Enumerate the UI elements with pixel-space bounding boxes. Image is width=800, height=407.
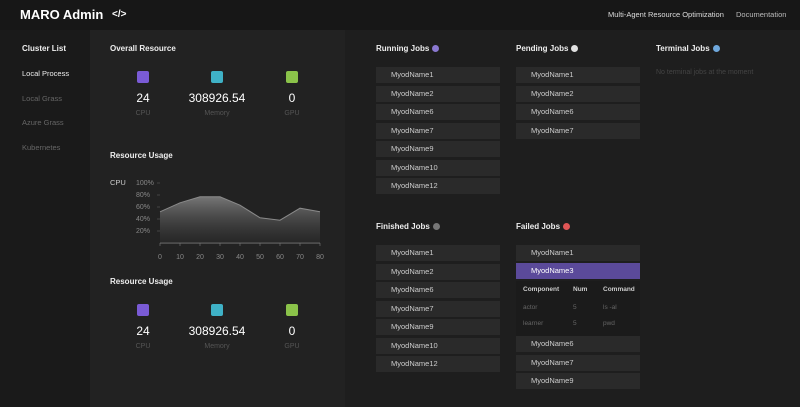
status-dot: [712, 45, 720, 52]
x-tick-label: 80: [316, 254, 324, 261]
header: [0, 0, 800, 30]
job-item[interactable]: MyodName6: [516, 336, 640, 352]
cluster-item[interactable]: Local Process: [22, 69, 70, 78]
resource-icon: [211, 71, 223, 83]
job-item[interactable]: MyodName9: [376, 319, 500, 335]
sidebar-title: Cluster List: [22, 44, 67, 53]
resource-value: 24: [136, 91, 150, 105]
x-tick-label: 10: [176, 254, 184, 261]
job-item[interactable]: MyodName7: [516, 354, 640, 371]
y-tick-label: 60%: [136, 204, 150, 211]
x-tick-label: 0: [158, 254, 162, 261]
x-tick-label: 30: [216, 254, 224, 261]
job-item[interactable]: MyodName10: [376, 337, 500, 354]
table-cell: 5: [573, 320, 577, 327]
resource-label: GPU: [284, 343, 300, 350]
resource-icon: [286, 304, 298, 316]
y-tick-label: 80%: [136, 192, 150, 199]
job-item[interactable]: MyodName7: [516, 122, 640, 139]
jobs-title: Running Jobs: [376, 44, 440, 53]
resource-icon: [286, 71, 298, 83]
detail-table: [516, 281, 640, 336]
x-tick-label: 40: [236, 254, 244, 261]
job-item[interactable]: MyodName6: [516, 104, 640, 120]
job-item[interactable]: MyodName9: [376, 141, 500, 157]
resource-label: Memory: [204, 343, 230, 350]
legend-label: CPU: [110, 178, 126, 187]
table-cell: learner: [523, 320, 544, 327]
job-item[interactable]: MyodName7: [376, 122, 500, 139]
job-item[interactable]: MyodName12: [376, 178, 500, 194]
resource-label: GPU: [284, 110, 300, 117]
cluster-item[interactable]: Kubernetes: [22, 142, 61, 152]
resource-value: 0: [288, 324, 296, 338]
job-item[interactable]: MyodName7: [376, 300, 500, 317]
job-item[interactable]: MyodName2: [376, 263, 500, 280]
resource-label: CPU: [135, 343, 151, 350]
job-item[interactable]: MyodName9: [516, 373, 640, 389]
status-dot: [571, 45, 579, 52]
usage-chart: 20% 40% 60% 80% 100% 0 10 20 30 40 50 60 70 80: [136, 180, 324, 261]
usage-area: [160, 196, 320, 243]
job-item[interactable]: MyodName1: [376, 245, 500, 261]
job-item[interactable]: MyodName2: [516, 85, 640, 102]
jobs-title: Pending Jobs: [516, 44, 579, 53]
table-cell: pwd: [603, 320, 615, 327]
cluster-item[interactable]: Local Grass: [22, 93, 63, 103]
jobs-title: Terminal Jobs: [656, 44, 720, 53]
job-item[interactable]: MyodName10: [376, 159, 500, 176]
resource-value: 308926.54: [188, 91, 246, 105]
resource-label: CPU: [135, 110, 151, 117]
job-item[interactable]: MyodName1: [516, 245, 640, 261]
jobs-title: Finished Jobs: [376, 222, 440, 231]
table-cell: 5: [573, 304, 577, 311]
table-header: Num: [573, 286, 588, 293]
job-item[interactable]: MyodName12: [376, 356, 500, 372]
resource-icon: [137, 304, 149, 316]
table-header: Command: [603, 286, 635, 293]
resource-label: Memory: [204, 110, 230, 117]
y-tick-label: 20%: [136, 228, 150, 235]
empty-text: No terminal jobs at the moment: [656, 69, 754, 76]
doc-link[interactable]: Documentation: [736, 10, 787, 19]
status-dot: [432, 223, 440, 230]
status-dot: [432, 45, 440, 52]
resource-value: 308926.54: [188, 324, 246, 338]
job-item[interactable]: MyodName6: [376, 104, 500, 120]
sidebar: [0, 30, 90, 407]
app-title: MARO Admin: [20, 7, 104, 22]
cluster-item[interactable]: Azure Grass: [22, 118, 64, 127]
chart-title: Resource Usage: [110, 151, 173, 160]
job-item[interactable]: MyodName3: [516, 263, 640, 279]
table-header: Component: [523, 286, 560, 293]
resource-value: 0: [288, 91, 296, 105]
resource-icon: [137, 71, 149, 83]
subtitle: Multi-Agent Resource Optimization: [608, 10, 724, 19]
y-tick-label: 40%: [136, 216, 150, 223]
job-item[interactable]: MyodName1: [516, 67, 640, 83]
x-tick-label: 70: [296, 254, 304, 261]
jobs-title: Failed Jobs: [516, 222, 571, 231]
resource-icon: [211, 304, 223, 316]
code-icon[interactable]: </>: [112, 9, 127, 20]
resource-value: 24: [136, 324, 150, 338]
job-item[interactable]: MyodName2: [376, 85, 500, 102]
job-item[interactable]: MyodName1: [376, 67, 500, 83]
x-tick-label: 60: [276, 254, 284, 261]
usage-line: [159, 196, 321, 221]
section-title: Overall Resource: [110, 44, 176, 53]
x-tick-label: 50: [256, 254, 264, 261]
status-dot: [563, 223, 571, 230]
y-tick-label: 100%: [136, 180, 154, 187]
section-title: Resource Usage: [110, 277, 173, 286]
x-tick-label: 20: [196, 254, 204, 261]
job-item[interactable]: MyodName6: [376, 282, 500, 298]
table-cell: ls -al: [603, 304, 617, 311]
table-cell: actor: [523, 304, 538, 311]
